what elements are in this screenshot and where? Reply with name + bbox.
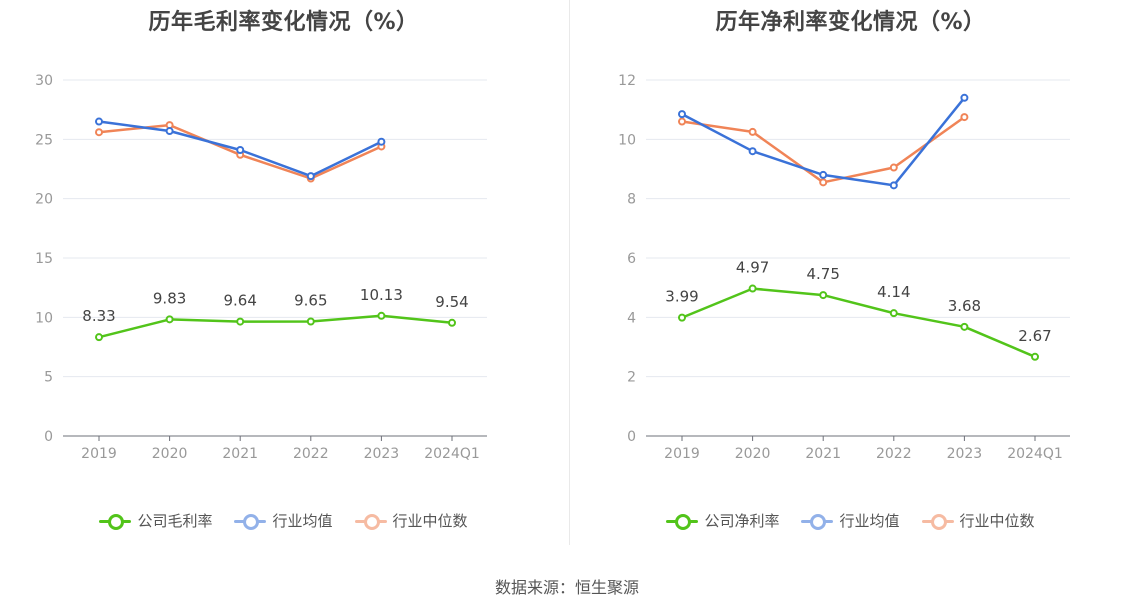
data-label: 9.64: [223, 292, 256, 310]
data-point-company: [448, 318, 456, 327]
legend-circle-icon: [801, 513, 834, 530]
chart-title: 历年净利率变化情况（%）: [715, 10, 986, 35]
gross-margin-panel: 历年毛利率变化情况（%） 0 5 10 15 20 25 30 2019 2020 2021 202…: [0, 0, 567, 560]
data-point-industry_median: [748, 127, 757, 136]
data-label: 3.68: [948, 297, 981, 315]
legend-item-company[interactable]: 公司净利率: [666, 510, 779, 531]
data-point-industry_avg: [960, 93, 969, 102]
legend-circle-icon: [234, 513, 267, 530]
series-line-company: [98, 314, 453, 339]
data-label: 9.54: [435, 293, 468, 311]
x-tick-label: 2024Q1: [424, 446, 480, 462]
series-line-company: [681, 287, 1036, 358]
x-tick-label: 2020: [735, 446, 771, 462]
data-point-company: [377, 311, 386, 320]
data-point-industry_median: [889, 163, 898, 172]
data-point-industry_avg: [306, 172, 315, 181]
data-point-company: [165, 315, 174, 324]
y-tick-label: 10: [35, 310, 53, 326]
y-tick-label: 10: [618, 132, 636, 148]
x-tick-label: 2023: [947, 446, 983, 462]
legend-item-industry-avg[interactable]: 行业均值: [234, 510, 333, 531]
x-tick-label: 2020: [152, 446, 188, 462]
x-tick-label: 2024Q1: [1007, 446, 1063, 462]
y-tick-label: 4: [627, 310, 636, 326]
x-tick-label: 2019: [81, 446, 117, 462]
y-tick-label: 6: [627, 251, 636, 267]
data-point-company: [960, 322, 969, 331]
data-point-company: [306, 317, 315, 326]
legend-circle-icon: [354, 513, 387, 530]
data-point-industry_avg: [377, 137, 386, 146]
x-tick-label: 2019: [664, 446, 700, 462]
y-tick-label: 30: [35, 73, 53, 89]
x-tick-label: 2021: [222, 446, 258, 462]
x-tick-label: 2022: [293, 446, 329, 462]
y-tick-label: 5: [44, 370, 53, 386]
data-point-company: [819, 291, 828, 300]
x-tick-label: 2023: [364, 446, 400, 462]
data-label: 10.13: [360, 286, 403, 304]
data-label: 4.75: [806, 265, 839, 283]
data-point-industry_avg: [889, 181, 898, 190]
data-point-industry_avg: [678, 110, 686, 119]
data-label: 2.67: [1018, 327, 1051, 345]
data-point-industry_avg: [236, 146, 245, 155]
legend-label: 行业中位数: [959, 512, 1035, 530]
legend-item-industry-median[interactable]: 行业中位数: [354, 510, 468, 531]
gross-margin-chart: 0 5 10 15 20 25 30 2019 2020 2021 2022 2023 2024Q1 8.…: [35, 73, 487, 462]
y-tick-label: 25: [35, 132, 53, 148]
legend-item-industry-avg[interactable]: 行业均值: [801, 510, 900, 531]
legend-label: 行业均值: [839, 512, 900, 530]
data-label: 9.65: [294, 291, 327, 309]
data-point-industry_avg: [748, 147, 757, 156]
x-tick-label: 2021: [805, 446, 841, 462]
data-point-company: [236, 317, 245, 326]
y-tick-label: 0: [627, 429, 636, 445]
legend-label: 公司净利率: [704, 512, 780, 530]
data-label: 8.33: [82, 307, 115, 325]
chart-title: 历年毛利率变化情况（%）: [148, 10, 419, 35]
data-label: 4.14: [877, 283, 910, 301]
data-point-industry_median: [678, 117, 686, 126]
data-label: 9.83: [153, 289, 186, 307]
legend: 公司净利率 行业均值 行业中位数: [567, 510, 1134, 531]
y-tick-label: 8: [627, 192, 636, 208]
net-margin-panel: 历年净利率变化情况（%） 0 2 4 6 8 10 12 2019 2020 2021 2022 20…: [567, 0, 1134, 560]
legend-circle-icon: [99, 513, 132, 530]
legend-circle-icon: [921, 513, 954, 530]
data-point-industry_avg: [95, 117, 103, 126]
legend-label: 行业中位数: [392, 512, 468, 530]
data-point-company: [889, 309, 898, 318]
panel-divider: [569, 0, 570, 545]
y-tick-label: 0: [44, 429, 53, 445]
legend-label: 公司毛利率: [137, 512, 213, 530]
y-tick-label: 15: [35, 251, 53, 267]
data-point-industry_median: [95, 128, 103, 137]
x-tick-label: 2022: [876, 446, 912, 462]
data-point-company: [1031, 352, 1039, 361]
data-point-industry_avg: [819, 170, 828, 179]
data-label: 3.99: [665, 288, 698, 306]
data-point-company: [748, 284, 757, 293]
data-point-industry_median: [819, 178, 828, 187]
data-label: 4.97: [736, 259, 769, 277]
net-margin-chart: 0 2 4 6 8 10 12 2019 2020 2021 2022 2023 2024Q1 3.99 4…: [618, 73, 1070, 462]
legend-circle-icon: [666, 513, 699, 530]
legend-label: 行业均值: [272, 512, 333, 530]
data-source: 数据来源：恒生聚源: [494, 578, 639, 597]
data-point-industry_avg: [165, 127, 174, 136]
y-tick-label: 2: [627, 370, 636, 386]
data-point-industry_median: [960, 113, 969, 122]
y-tick-label: 12: [618, 73, 636, 89]
data-point-company: [678, 313, 686, 322]
legend-item-industry-median[interactable]: 行业中位数: [921, 510, 1035, 531]
legend-item-company[interactable]: 公司毛利率: [99, 510, 212, 531]
legend: 公司毛利率 行业均值 行业中位数: [0, 510, 567, 531]
y-tick-label: 20: [35, 192, 53, 208]
data-point-company: [95, 333, 103, 342]
